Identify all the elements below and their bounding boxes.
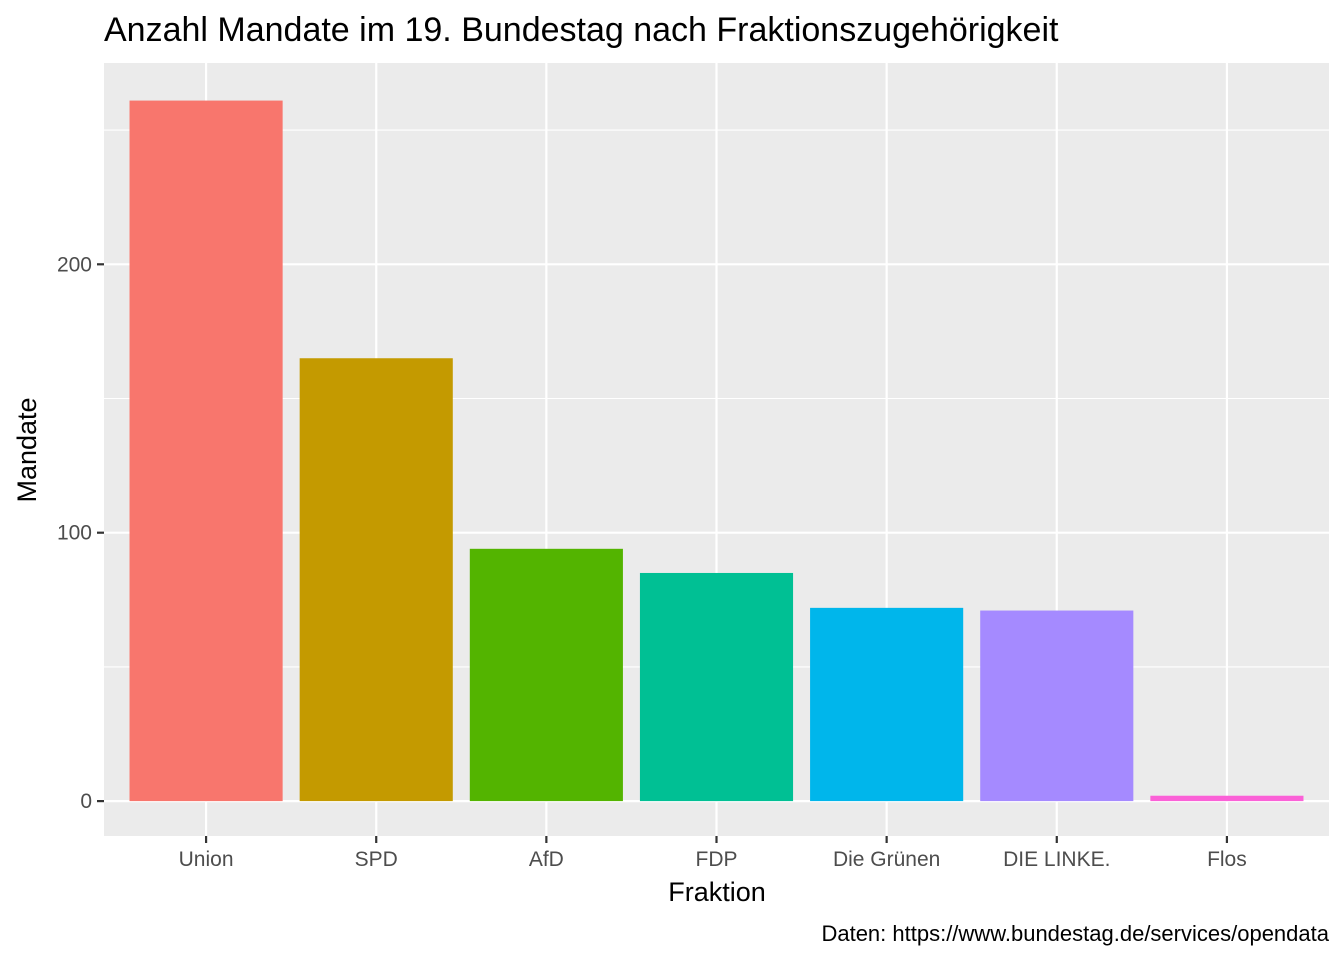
y-axis-title: Mandate: [12, 397, 42, 502]
x-tick-label: Flos: [1207, 848, 1247, 871]
bar: [299, 358, 453, 802]
bars: [129, 100, 1304, 802]
y-tick-label: 0: [80, 790, 92, 813]
x-tick-label: Union: [179, 848, 234, 871]
x-axis: Union SPD AfD FDP Die Grünen DIE LINKE. Flos: [179, 836, 1247, 871]
bar: [469, 548, 623, 802]
x-tick-label: Die Grünen: [833, 848, 940, 871]
chart-title: Anzahl Mandate im 19. Bundestag nach Fra…: [104, 11, 1059, 49]
x-tick-label: DIE LINKE.: [1003, 848, 1110, 871]
bar: [1150, 795, 1304, 802]
bar: [980, 610, 1134, 802]
bar: [129, 100, 283, 802]
y-tick-label: 200: [57, 253, 92, 276]
x-tick-label: AfD: [529, 848, 564, 871]
caption: Daten: https://www.bundestag.de/services…: [821, 921, 1329, 946]
bar: [639, 572, 794, 802]
x-axis-title: Fraktion: [668, 877, 766, 907]
y-tick-label: 100: [57, 522, 92, 545]
y-axis: 0 100 200: [57, 253, 104, 813]
bar: [810, 607, 964, 802]
x-tick-label: FDP: [696, 848, 738, 871]
x-tick-label: SPD: [355, 848, 398, 871]
